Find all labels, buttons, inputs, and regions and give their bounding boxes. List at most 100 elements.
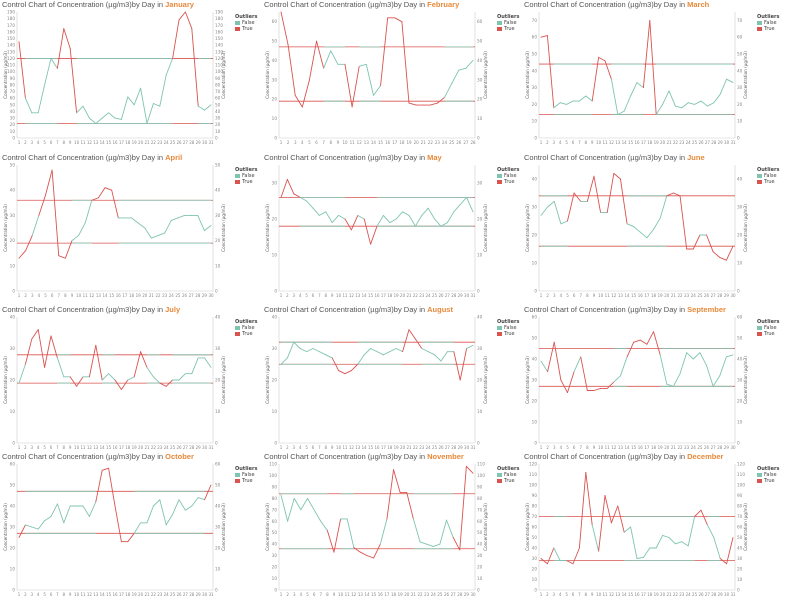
y-tick-label-right: 40 [737,177,743,182]
data-line-segment [406,492,414,520]
data-line-segment [312,207,320,216]
chart-title-prefix: Control Chart of Concentration (µg/m3)by… [264,0,428,9]
x-tick-label: 28 [711,592,717,597]
y-tick-label-right: 30 [215,213,221,218]
data-line-segment [646,331,655,345]
data-line-segment [331,214,340,224]
data-line-segment [18,250,27,259]
legend-label: False [504,20,517,26]
legend-item-false[interactable]: False [757,20,779,26]
y-tick-label-right: 10 [477,576,483,581]
x-tick-label: 14 [103,293,109,298]
y-axis-title-right: Concentration (µg/m3) [221,503,226,551]
y-tick-label-left: 30 [10,525,16,530]
y-tick-label-left: 90 [272,484,278,489]
y-tick-label-left: 30 [532,556,538,561]
y-tick-label-right: 10 [215,567,221,572]
data-line-segment [44,335,52,368]
legend-item-false[interactable]: False [757,472,779,478]
x-tick-label: 2 [546,140,549,145]
x-tick-label: 17 [119,592,125,597]
x-tick-label: 13 [618,445,624,450]
legend-item-true[interactable]: True [497,331,519,337]
data-line-segment [204,357,212,368]
data-line-segment [344,370,352,375]
data-line-segment [619,356,628,377]
legend-item-false[interactable]: False [757,325,779,331]
data-line-segment [653,217,661,230]
x-tick-label: 4 [560,445,563,450]
data-line-segment [560,220,568,225]
data-line-segment [706,524,715,538]
data-line-segment [666,383,674,387]
legend-item-false[interactable]: False [497,173,519,179]
legend-item-true[interactable]: True [757,179,779,185]
y-tick-label-right: 100 [215,69,223,74]
x-tick-label: 2 [24,592,27,597]
legend-item-true[interactable]: True [497,26,519,32]
x-tick-label: 19 [132,592,138,597]
x-tick-label: 8 [63,445,66,450]
legend-item-true[interactable]: True [757,26,779,32]
legend-item-false[interactable]: False [235,325,257,331]
x-tick-label: 7 [56,592,59,597]
legend-item-false[interactable]: False [235,20,257,26]
data-line-segment [719,558,728,565]
x-tick-label: 26 [704,445,710,450]
legend-item-false[interactable]: False [497,472,519,478]
x-tick-label: 14 [362,293,368,298]
data-line-segment [379,518,388,545]
x-tick-label: 31 [470,293,476,298]
data-line-segment [439,519,447,545]
data-line-segment [164,219,172,234]
data-line-segment [666,192,674,197]
data-line-segment [553,547,561,562]
x-tick-label: 21 [671,445,677,450]
x-tick-label: 1 [280,293,283,298]
data-line-segment [146,366,154,378]
y-tick-label-left: 70 [272,507,278,512]
legend-item-false[interactable]: False [497,20,519,26]
y-tick-label-right: 50 [215,163,221,168]
y-tick-label-left: 0 [534,136,537,141]
x-tick-label: 13 [364,140,370,145]
y-tick-label-right: 160 [215,29,223,34]
data-line-segment [286,178,295,195]
legend-item-false[interactable]: False [235,472,257,478]
y-tick-label-right: 110 [477,462,485,467]
y-tick-label-left: 40 [10,315,16,320]
x-tick-label: 18 [651,445,657,450]
chart-panel-november: Control Chart of Concentration (µg/m3)by… [262,452,524,602]
legend-item-true[interactable]: True [497,478,519,484]
y-tick-label-left: 80 [532,504,538,509]
legend-item-false[interactable]: False [235,173,257,179]
data-line-segment [573,192,582,202]
data-line-segment [679,195,688,250]
y-tick-label-left: 10 [272,253,278,258]
x-tick-label: 10 [336,445,342,450]
legend-june: Outliers False True [757,167,779,185]
legend-item-true[interactable]: True [235,179,257,185]
legend-item-true[interactable]: True [235,331,257,337]
y-axis-title-left: Concentration (µg/m3) [525,204,530,252]
y-tick-label-right: 90 [215,76,221,81]
y-tick-label-left: 60 [532,35,538,40]
legend-item-true[interactable]: True [757,331,779,337]
y-tick-label-right: 180 [215,16,223,21]
x-tick-label: 22 [428,140,434,145]
data-line-segment [31,526,39,530]
legend-item-false[interactable]: False [497,325,519,331]
y-tick-label-left: 0 [534,289,537,294]
legend-item-true[interactable]: True [497,179,519,185]
x-tick-label: 24 [431,592,437,597]
legend-item-true[interactable]: True [235,26,257,32]
x-tick-label: 21 [666,140,672,145]
legend-swatch [757,472,762,477]
x-tick-label: 17 [641,592,647,597]
legend-item-false[interactable]: False [757,173,779,179]
data-line-segment [414,214,423,227]
data-line-segment [24,524,33,528]
legend-item-true[interactable]: True [757,478,779,484]
legend-item-true[interactable]: True [235,478,257,484]
legend-july: Outliers False True [235,319,257,337]
